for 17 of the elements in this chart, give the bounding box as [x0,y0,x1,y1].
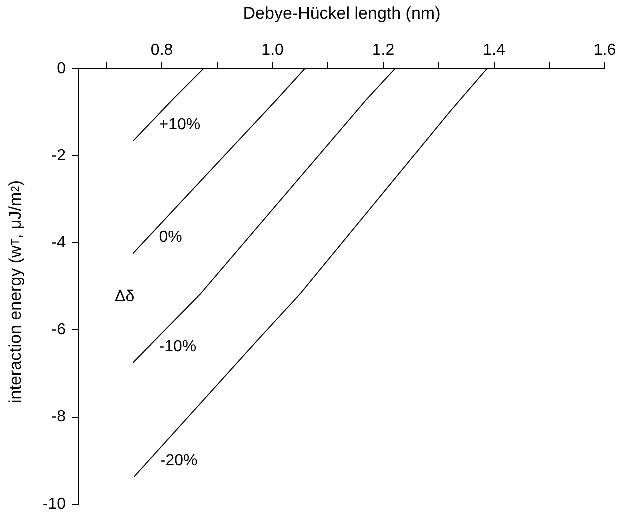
y-tick-label: 0 [57,60,66,78]
series-label: -20% [160,452,198,470]
x-tick-label: 1.4 [483,42,506,59]
y-tick-label: -8 [52,408,66,426]
y-tick-label: -2 [52,147,66,164]
series-label: +10% [159,116,201,134]
legend-title: Δδ [115,288,135,306]
series-label: -10% [159,338,197,356]
x-tick-label: 1.0 [262,42,284,59]
y-tick-label: -4 [52,234,66,252]
x-tick-label: 0.8 [150,42,174,59]
x-axis-title: Debye-Hückel length (nm) [243,4,441,23]
x-tick-label: 1.2 [372,42,395,59]
series-label: 0% [159,229,182,246]
y-tick-label: -10 [42,496,66,513]
y-tick-label: -6 [52,322,66,339]
x-tick-label: 1.6 [594,42,616,59]
